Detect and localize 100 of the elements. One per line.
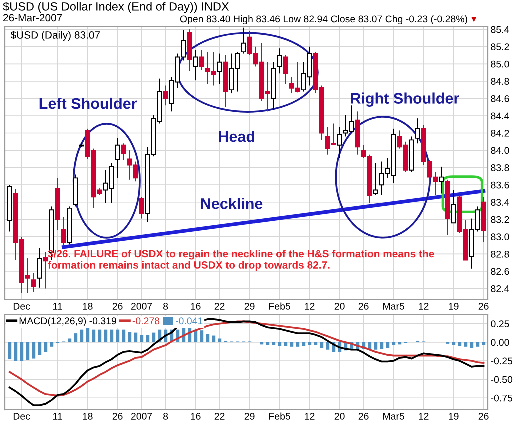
- candlestick: [37, 248, 42, 289]
- bar: [8, 342, 12, 360]
- x-tick-label: 22: [214, 413, 225, 420]
- y-tick-label: 0.00: [491, 339, 510, 346]
- candlestick: [31, 272, 36, 293]
- x-tick-label: 8: [164, 303, 168, 310]
- x-tick-label: 26: [112, 413, 123, 420]
- x-tick-label: Mar5: [384, 303, 404, 310]
- candlestick: [415, 118, 420, 144]
- x-tick-label: 19: [449, 413, 459, 420]
- x-tick-label: 16: [191, 413, 201, 420]
- annotation: Right Shoulder: [351, 92, 460, 108]
- y-tick-label: 85.0: [491, 60, 510, 68]
- bar: [134, 332, 138, 342]
- legend-label: MACD(12,26,9) -0.319: [20, 317, 116, 326]
- x-tick-label: Mar5: [384, 413, 404, 420]
- bar: [482, 342, 486, 346]
- bar: [392, 342, 396, 346]
- y-tick-label: 84.4: [491, 112, 510, 120]
- bar: [128, 332, 132, 342]
- legend-title: $USD (Daily) 83.07: [10, 31, 100, 41]
- bar: [146, 335, 150, 342]
- bar: [266, 342, 270, 346]
- bar: [74, 334, 78, 342]
- y-tick-label: 84.8: [491, 78, 510, 86]
- bar: [152, 332, 156, 342]
- y-tick-label: 83.4: [491, 199, 510, 206]
- x-tick-label: 8: [164, 413, 168, 420]
- chart-title: $USD (US Dollar Index (End of Day)) INDX: [3, 2, 230, 14]
- bar: [86, 328, 90, 342]
- bar: [80, 330, 84, 342]
- bar: [272, 342, 276, 346]
- candlestick: [193, 50, 198, 82]
- candlestick: [241, 27, 246, 54]
- candlestick: [337, 126, 342, 159]
- annotation: Left Shoulder: [40, 98, 138, 110]
- bar: [326, 342, 330, 350]
- bar: [452, 342, 456, 346]
- bar: [116, 330, 120, 342]
- text: ▼: [472, 17, 477, 22]
- candlestick: [451, 190, 456, 224]
- x-tick-label: 2007: [131, 303, 152, 310]
- bar: [380, 342, 384, 350]
- y-tick-label: -0.50: [491, 376, 513, 384]
- x-tick-label: 11: [53, 303, 62, 310]
- bar: [68, 338, 72, 342]
- x-tick-label: 12: [305, 413, 315, 420]
- x-tick-label: 12: [419, 303, 429, 310]
- bar: [314, 342, 318, 346]
- bar: [302, 342, 306, 346]
- bar: [206, 334, 210, 342]
- bar: [290, 342, 294, 347]
- y-tick-label: 0.25: [491, 320, 510, 328]
- candlestick: [163, 85, 168, 106]
- bar: [32, 342, 36, 359]
- y-tick-label: 82.4: [491, 286, 510, 292]
- text: Open 83.40 High 83.46 Low 82.94 Close 83.07 Chg -0.23 (-0.28%): [180, 15, 468, 25]
- candlestick: [439, 166, 444, 194]
- candlestick: [61, 216, 66, 248]
- x-tick-label: 18: [83, 303, 93, 310]
- bar: [284, 342, 288, 346]
- y-tick-label: -0.75: [491, 394, 513, 402]
- candlestick: [283, 54, 288, 85]
- x-tick-label: 18: [83, 413, 93, 420]
- bar: [212, 336, 216, 342]
- bar: [20, 342, 24, 362]
- bar: [200, 330, 204, 342]
- y-tick-label: 83.0: [491, 234, 510, 241]
- x-tick-label: 20: [334, 413, 345, 420]
- y-tick-label: 85.4: [491, 26, 510, 34]
- candlestick: [43, 252, 48, 290]
- bar: [278, 342, 282, 346]
- x-tick-label: Feb5: [270, 302, 290, 310]
- x-tick-label: 12: [419, 413, 429, 420]
- annotation: Head: [219, 130, 255, 142]
- x-tick-label: 26: [358, 413, 369, 420]
- bar: [44, 342, 48, 352]
- bar: [104, 330, 108, 342]
- y-tick-label: 84.0: [491, 147, 510, 154]
- y-tick-label: -0.25: [491, 358, 513, 365]
- y-tick-label: 82.6: [491, 268, 510, 276]
- legend-label: -0.041: [176, 318, 203, 325]
- candlestick: [115, 138, 120, 179]
- y-tick-label: 83.6: [491, 182, 510, 189]
- x-tick-label: 20: [334, 303, 345, 310]
- x-tick-label: 26: [478, 413, 489, 420]
- bar: [368, 342, 372, 350]
- x-tick-label: 26: [478, 303, 489, 310]
- candlestick: [217, 53, 222, 85]
- bar: [26, 342, 30, 360]
- bar: [296, 342, 300, 347]
- x-tick-label: Feb5: [270, 412, 290, 420]
- x-tick-label: 26: [358, 303, 369, 310]
- bar: [38, 342, 42, 356]
- bar: [470, 342, 474, 348]
- bar: [386, 342, 390, 348]
- bar: [98, 330, 102, 342]
- bar: [464, 342, 468, 347]
- legend-label: -0.278: [132, 318, 160, 325]
- bar: [110, 330, 114, 342]
